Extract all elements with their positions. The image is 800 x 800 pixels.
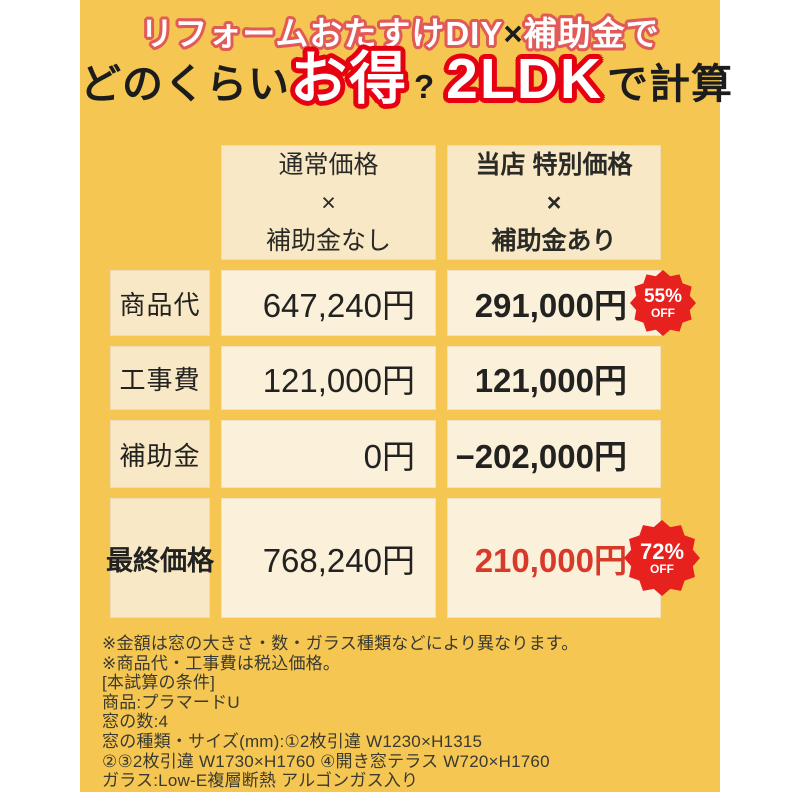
special-price-product-cost-value: 291,000円 <box>474 287 627 324</box>
title1-outlined-text-b: 補助金で <box>523 15 660 52</box>
row-label-construction-fee: 工事費 <box>110 346 210 410</box>
row-label-product-cost: 商品代 <box>110 270 210 336</box>
note-window-count: 窓の数:4 <box>102 712 169 732</box>
special-price-product-cost: 291,000円 55% OFF <box>447 270 696 336</box>
special-header-line1: 当店 特別価格 <box>475 150 633 179</box>
special-header-multiply: × <box>546 188 562 217</box>
title1-outlined-text-a: リフォームおたすけDIY <box>140 15 504 52</box>
header-empty-cell <box>110 145 210 260</box>
badge-55-percent: 55% <box>643 285 683 307</box>
fine-print-notes: ※金額は窓の大きさ・数・ガラス種類などにより異なります。 ※商品代・工事費は税込… <box>102 634 702 791</box>
discount-badge-72-off: 72% OFF <box>624 520 700 596</box>
title2-text-b: で計算 <box>607 61 734 107</box>
special-price-subsidy: −202,000円 <box>447 420 661 488</box>
discount-badge-55-off: 55% OFF <box>630 270 696 336</box>
title1-multiply-sign: × <box>503 15 524 52</box>
note-product-name: 商品:プラマードU <box>102 692 240 712</box>
note-window-type-size-2: ②③2枚引違 W1730×H1760 ④開き窓テラス W720×H1760 <box>102 751 550 771</box>
title2-question-mark: ? <box>414 68 435 105</box>
badge-55-off-label: OFF <box>651 305 675 320</box>
note-glass-type: ガラス:Low-E複層断熱 アルゴンガス入り <box>102 771 419 791</box>
normal-price-subsidy: 0円 <box>221 420 436 488</box>
row-label-subsidy: 補助金 <box>110 420 210 488</box>
note-conditions-header: [本試算の条件] <box>102 673 216 693</box>
title2-text-a: どのくらい <box>80 61 290 107</box>
price-comparison-table: 通常価格 × 補助金なし 当店 特別価格 × 補助金あり 商品代 647,240… <box>106 145 700 618</box>
badge-72-percent: 72% <box>639 539 685 565</box>
row-label-final-price: 最終価格 <box>106 498 214 618</box>
normal-price-construction-fee: 121,000円 <box>221 346 436 410</box>
note-window-type-size-1: 窓の種類・サイズ(mm):①2枚引違 W1230×H1315 <box>102 731 483 751</box>
special-header-line3: 補助金あり <box>491 226 617 255</box>
special-price-construction-fee-value: 121,000円 <box>474 362 627 399</box>
special-price-final: 210,000円 72% OFF <box>447 498 700 618</box>
note-amount-varies: ※金額は窓の大きさ・数・ガラス種類などにより異なります。 <box>102 634 579 653</box>
title-line-2: どのくらいお得? 2LDKで計算 <box>80 46 732 127</box>
column-header-special-price: 当店 特別価格 × 補助金あり <box>447 145 661 260</box>
special-price-construction-fee: 121,000円 <box>447 346 661 410</box>
normal-price-product-cost: 647,240円 <box>221 270 436 336</box>
title-line-1: リフォームおたすけDIY×補助金で <box>80 7 720 55</box>
special-price-subsidy-value: −202,000円 <box>455 438 627 475</box>
title2-emphasis-otoku: お得 <box>290 47 408 111</box>
note-tax-included: ※商品代・工事費は税込価格。 <box>102 653 341 673</box>
title2-emphasis-2ldk: 2LDK <box>446 47 604 111</box>
yellow-panel: リフォームおたすけDIY×補助金で どのくらいお得? 2LDKで計算 通常価格 ×… <box>80 0 732 792</box>
normal-header-line1: 通常価格 <box>278 150 379 179</box>
normal-header-line3: 補助金なし <box>265 226 391 255</box>
special-price-final-value: 210,000円 <box>474 542 627 579</box>
badge-72-off-label: OFF <box>650 562 674 577</box>
normal-price-final: 768,240円 <box>221 498 436 618</box>
column-header-normal-price: 通常価格 × 補助金なし <box>221 145 436 260</box>
normal-header-multiply: × <box>321 188 336 217</box>
